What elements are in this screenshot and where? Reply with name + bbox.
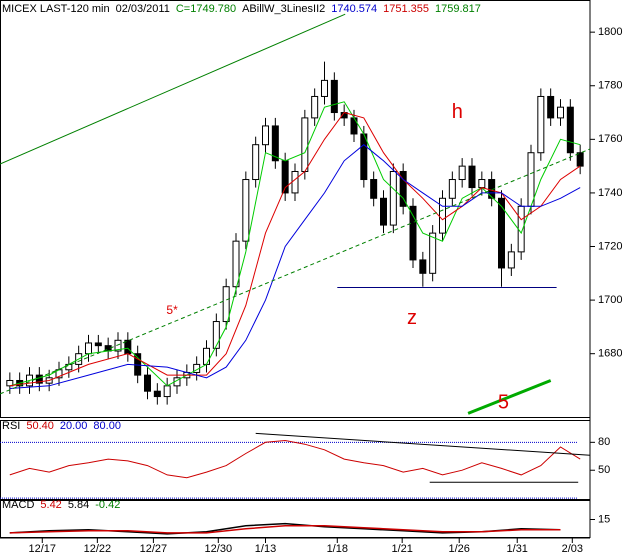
annotation: z	[407, 307, 417, 329]
candle-body	[301, 117, 309, 172]
candle-body	[242, 179, 250, 242]
candle-body	[576, 152, 584, 167]
candle-body	[557, 106, 564, 119]
header-text: -0.42	[95, 499, 120, 511]
annotation: 5*	[166, 303, 178, 317]
candle-body	[232, 240, 240, 288]
x-tick-label: 12/27	[140, 543, 168, 555]
candle-body	[468, 165, 476, 189]
candle-body	[203, 347, 210, 365]
candle-body	[360, 133, 368, 181]
candle-body	[350, 117, 358, 135]
candle-body	[94, 342, 102, 347]
x-tick-label: 2/03	[562, 543, 583, 555]
candle-body	[252, 144, 260, 181]
y-tick-label: 1700	[598, 294, 622, 306]
x-tick-label: 1/21	[391, 543, 412, 555]
candle-body	[478, 179, 486, 189]
header-text: 02/03/2011	[116, 3, 170, 15]
y-tick-label: 1800	[598, 26, 622, 38]
candle-body	[153, 390, 161, 398]
candle-body	[212, 321, 220, 349]
y-tick-label: 80	[598, 436, 610, 448]
rsi-trend-line	[255, 432, 591, 456]
candle-body	[321, 79, 328, 97]
candle-body	[409, 205, 417, 261]
candle-body	[35, 374, 43, 384]
header-text: 80.00	[93, 420, 121, 432]
candle-body	[527, 152, 535, 207]
candle-body	[547, 95, 555, 119]
candle-body	[124, 339, 132, 355]
candle-body	[507, 251, 515, 269]
header-text: ABillW_3LinesII2	[242, 3, 325, 15]
header-text: 1740.574	[331, 3, 377, 15]
macd-line	[9, 524, 561, 534]
candle-body	[399, 170, 407, 207]
annotation: h	[452, 101, 463, 123]
y-tick-label: 1740	[598, 187, 622, 199]
annotation: 5	[498, 392, 509, 414]
candle-body	[291, 170, 299, 194]
candle-body	[448, 179, 456, 199]
header-text: 1751.355	[383, 3, 429, 15]
x-tick-label: 12/22	[84, 543, 112, 555]
trend-line	[467, 379, 552, 415]
y-tick-label: 1680	[598, 348, 622, 360]
candle-body	[311, 95, 319, 119]
trend-line	[0, 13, 346, 165]
header-text: 20.00	[60, 420, 88, 432]
candle-body	[419, 259, 427, 274]
candle-body	[458, 165, 466, 181]
x-tick-label: 12/17	[29, 543, 57, 555]
x-tick-label: 1/18	[327, 543, 348, 555]
x-tick-label: 1/26	[449, 543, 470, 555]
header-text: 1759.817	[435, 3, 481, 15]
candle-body	[429, 232, 437, 274]
y-tick-label: 15	[598, 513, 610, 525]
candle-body	[85, 342, 92, 355]
header-text: RSI	[2, 420, 20, 432]
header-text: 5.84	[68, 499, 89, 511]
trend-line	[0, 148, 591, 395]
y-tick-label: 1720	[598, 240, 622, 252]
ma-line	[9, 144, 581, 389]
candle-body	[222, 286, 230, 323]
x-tick-label: 1/13	[255, 543, 276, 555]
y-tick-label: 1780	[598, 80, 622, 92]
candle-body	[262, 125, 269, 146]
candle-body	[380, 197, 387, 226]
x-tick-label: 1/31	[507, 543, 528, 555]
header-text: MACD	[2, 499, 34, 511]
header-text: 50.40	[26, 420, 54, 432]
candle-body	[517, 205, 525, 253]
candle-body	[330, 79, 338, 114]
candle-body	[114, 339, 122, 352]
candle-body	[370, 179, 378, 199]
candle-body	[271, 125, 279, 162]
header-text: 5.42	[40, 499, 61, 511]
y-tick-label: 50	[598, 464, 610, 476]
candle-body	[163, 385, 171, 398]
header-text: C=1749.780	[176, 3, 236, 15]
rsi-line	[9, 439, 581, 479]
candle-body	[389, 170, 397, 226]
candle-body	[566, 106, 574, 154]
x-tick-label: 12/30	[205, 543, 233, 555]
y-tick-label: 1760	[598, 133, 622, 145]
ma-line	[9, 101, 581, 387]
candle-body	[134, 353, 142, 376]
header-text: MICEX LAST-120 min	[2, 3, 110, 15]
candle-body	[498, 197, 505, 269]
candle-body	[537, 95, 545, 154]
candle-body	[439, 197, 446, 234]
candle-body	[144, 374, 151, 392]
